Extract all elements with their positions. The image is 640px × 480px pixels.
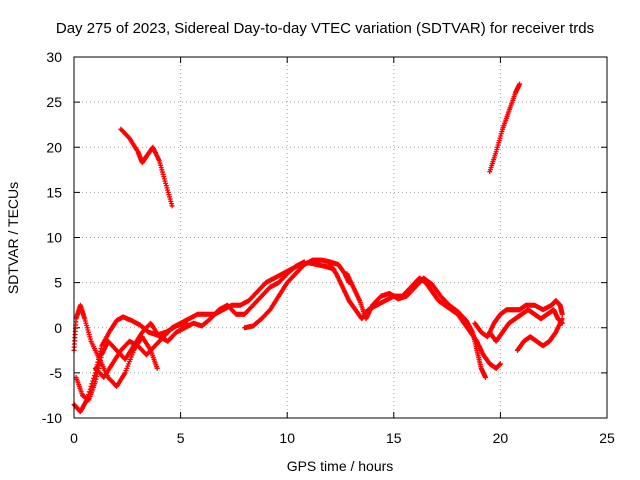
y-axis-title: SDTVAR / TECUs <box>5 182 21 294</box>
data-point-marker <box>90 378 96 384</box>
data-point-marker <box>88 383 94 389</box>
series-track-i <box>487 307 565 344</box>
x-tick-labels: 0 5 10 15 20 25 <box>70 430 615 446</box>
data-point-marker <box>559 316 565 322</box>
data-point-marker <box>169 203 175 209</box>
series-upper-early <box>118 126 175 209</box>
data-point-marker <box>559 311 565 317</box>
data-point-marker <box>482 374 488 380</box>
data-point-marker <box>517 81 523 87</box>
y-tick-label: 20 <box>46 139 62 155</box>
x-tick-label: 25 <box>599 430 615 446</box>
grid-lines <box>74 57 607 418</box>
y-tick-label: 0 <box>54 320 62 336</box>
chart-title: Day 275 of 2023, Sidereal Day-to-day VTE… <box>56 20 594 37</box>
series-track-g <box>344 271 488 380</box>
x-tick-label: 5 <box>177 430 185 446</box>
y-tick-label: -5 <box>50 365 63 381</box>
x-tick-label: 0 <box>70 430 78 446</box>
x-tick-label: 10 <box>279 430 295 446</box>
data-point-marker <box>154 365 160 371</box>
y-tick-label: -10 <box>42 410 62 426</box>
y-tick-label: 30 <box>46 49 62 65</box>
x-axis-title: GPS time / hours <box>287 458 394 474</box>
y-tick-label: 10 <box>46 230 62 246</box>
data-series <box>71 81 565 415</box>
y-tick-label: 15 <box>46 184 62 200</box>
y-tick-label: 25 <box>46 94 62 110</box>
series-track-j <box>514 316 565 353</box>
data-point-marker <box>497 361 503 367</box>
series-upper-late <box>487 81 523 175</box>
x-tick-label: 15 <box>386 430 402 446</box>
axis-ticks <box>73 56 608 419</box>
y-tick-labels: -10 -5 0 5 10 15 20 25 30 <box>42 49 62 426</box>
plot-frame <box>73 56 608 419</box>
series-track-a <box>71 302 160 389</box>
y-tick-label: 5 <box>54 275 62 291</box>
x-tick-label: 20 <box>493 430 509 446</box>
series-track-d <box>92 260 337 380</box>
data-point-marker <box>91 375 97 381</box>
series-track-h <box>472 298 565 340</box>
